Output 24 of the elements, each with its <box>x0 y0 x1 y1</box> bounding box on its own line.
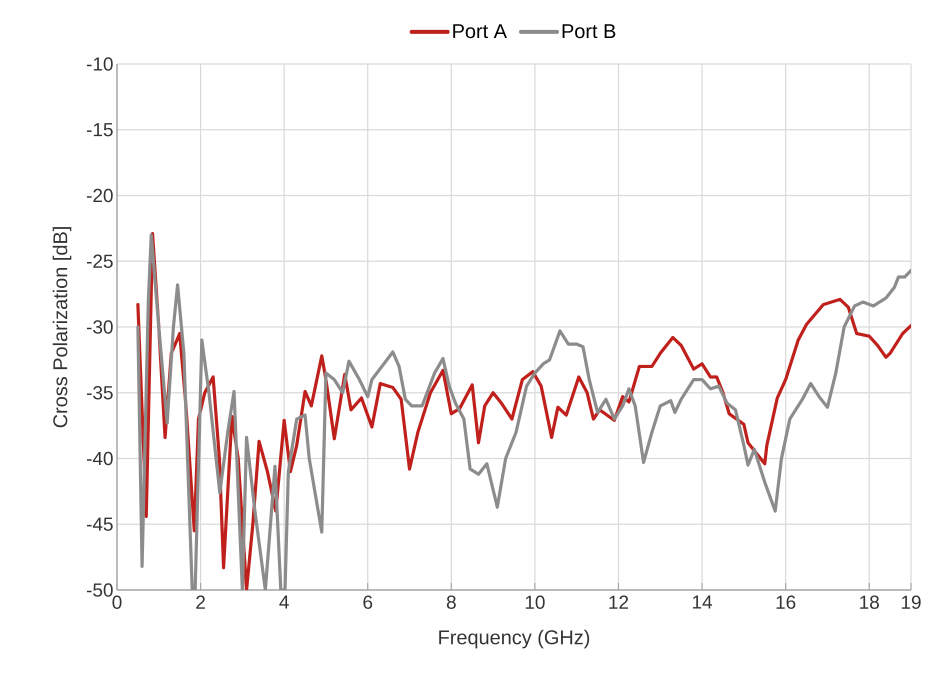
x-tick-label: 14 <box>692 596 712 609</box>
x-tick-label: 0 <box>112 596 122 609</box>
x-tick-label: 6 <box>363 596 372 609</box>
x-tick-label: 19 <box>902 596 921 609</box>
y-tick-label: -40 <box>86 452 113 466</box>
x-tick-label: 2 <box>196 596 205 609</box>
y-axis-title: Cross Polarization [dB] <box>52 227 72 428</box>
x-tick-label: 8 <box>446 596 456 609</box>
legend-label: Port A <box>453 24 507 38</box>
x-tick-label: 12 <box>609 596 628 609</box>
y-tick-label: -45 <box>86 518 113 531</box>
y-tick-label: -10 <box>86 57 113 71</box>
y-tick-label: -30 <box>86 320 113 334</box>
x-tick-label: 10 <box>526 596 545 609</box>
y-tick-label: -15 <box>86 123 113 136</box>
x-axis-title: Frequency (GHz) <box>439 630 590 648</box>
y-tick-label: -35 <box>86 386 113 400</box>
legend-label: Port B <box>562 24 616 38</box>
x-tick-label: 18 <box>860 596 879 609</box>
y-tick-label: -25 <box>86 254 113 268</box>
y-tick-label: -20 <box>86 188 113 202</box>
y-tick-label: -50 <box>86 583 113 597</box>
x-tick-label: 4 <box>279 596 289 609</box>
x-tick-label: 16 <box>776 596 796 609</box>
